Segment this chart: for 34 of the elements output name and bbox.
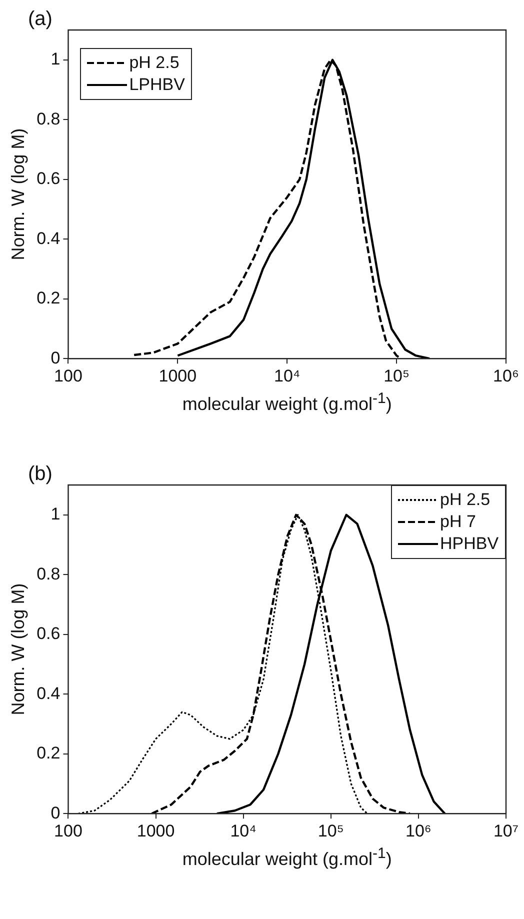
y-tick-label: 0.4	[36, 228, 60, 248]
legend-label: pH 2.5	[440, 490, 490, 510]
x-axis-title: molecular weight (g.mol$^{-1}$)	[181, 845, 393, 870]
x-tick-label: 100	[54, 821, 82, 840]
y-tick-label: 0.2	[36, 288, 60, 308]
x-tick-label: 10⁵	[384, 366, 410, 386]
y-tick-label: 0.8	[36, 564, 60, 584]
x-tick-label: 10⁷	[493, 821, 519, 840]
x-axis-title: molecular weight (g.mol$^{-1}$)	[181, 390, 393, 415]
x-tick-label: 10⁵	[318, 821, 344, 840]
y-axis-title: Norm. W (log M)	[8, 583, 28, 716]
x-tick-label: 100	[54, 366, 82, 386]
y-tick-label: 0.2	[36, 744, 60, 763]
x-tick-label: 10⁴	[274, 366, 300, 386]
legend-label: pH 2.5	[129, 53, 180, 73]
y-tick-label: 1	[50, 50, 60, 69]
x-tick-label: 10⁶	[405, 821, 432, 840]
legend-label: pH 7	[440, 512, 476, 532]
legend-label: HPHBV	[440, 534, 499, 554]
y-tick-label: 0	[50, 803, 60, 822]
chart-title: (a)	[28, 8, 52, 31]
legend-label: LPHBV	[129, 75, 185, 95]
y-axis-title: Norm. W (log M)	[8, 128, 28, 260]
chart-title: (b)	[28, 463, 52, 486]
x-tick-label: 10⁴	[230, 821, 256, 840]
x-tick-label: 10⁶	[493, 366, 519, 386]
y-tick-label: 1	[50, 504, 60, 524]
x-tick-label: 1000	[136, 821, 175, 840]
x-tick-label: 1000	[158, 366, 197, 386]
y-tick-label: 0.4	[36, 684, 60, 703]
y-tick-label: 0.6	[36, 624, 60, 644]
y-tick-label: 0.6	[36, 169, 60, 188]
y-tick-label: 0	[50, 348, 60, 368]
y-tick-label: 0.8	[36, 109, 60, 128]
